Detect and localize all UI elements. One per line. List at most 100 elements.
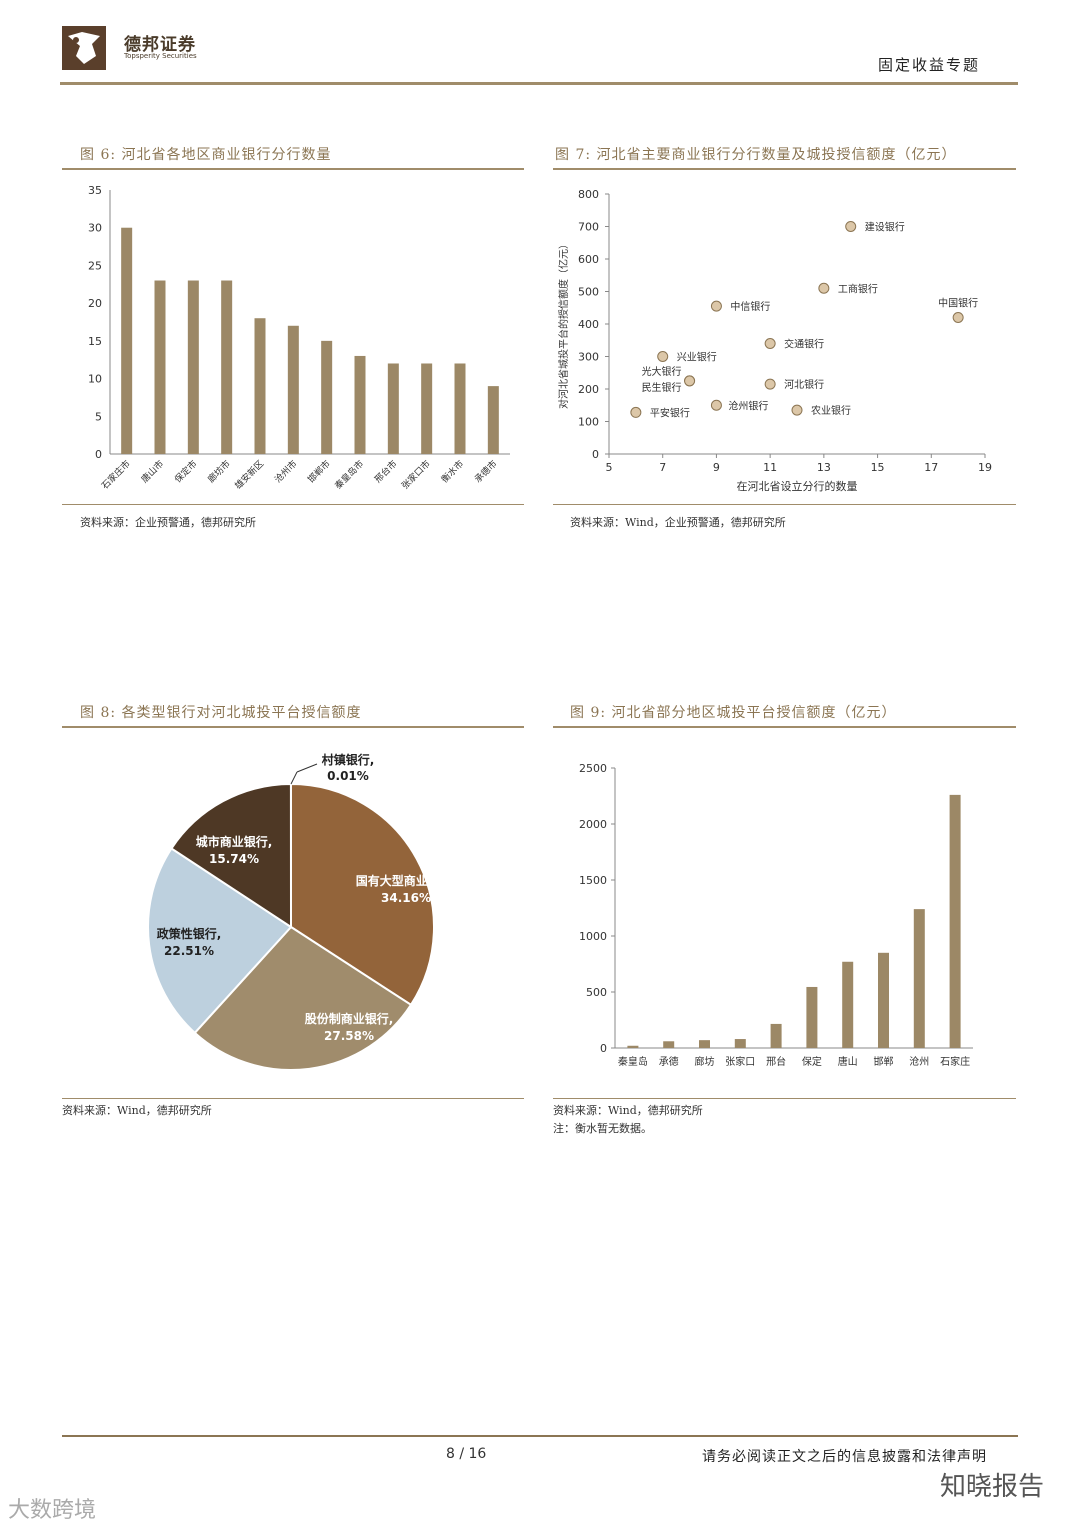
fig9-bar bbox=[842, 961, 854, 1048]
fig7-bottom-rule bbox=[553, 504, 1016, 505]
fig9-title-rule bbox=[553, 726, 1016, 728]
fig6-bar bbox=[321, 340, 333, 454]
fig6-bar bbox=[187, 280, 199, 454]
fig6-x-tick-label: 秦皇岛市 bbox=[332, 458, 366, 492]
fig8-source: 资料来源：Wind，德邦研究所 bbox=[62, 1104, 212, 1117]
fig9-x-tick-label: 承德 bbox=[659, 1055, 679, 1068]
brand-name-en: Topsperity Securities bbox=[124, 52, 197, 60]
fig6-bar bbox=[254, 318, 266, 454]
watermark-left: 大数跨境 bbox=[8, 1498, 97, 1523]
fig8-bottom-rule bbox=[62, 1098, 524, 1099]
fig7-y-tick-label: 800 bbox=[578, 188, 599, 201]
fig6-bar bbox=[487, 386, 499, 454]
fig6-y-tick-label: 5 bbox=[95, 410, 102, 423]
fig6-bar bbox=[287, 325, 299, 454]
topsperity-logo-icon bbox=[62, 26, 106, 70]
fig9-bar bbox=[949, 794, 961, 1048]
fig9-bar bbox=[806, 986, 818, 1048]
fig7-point-label: 交通银行 bbox=[784, 338, 824, 351]
fig6-y-tick-label: 10 bbox=[88, 373, 102, 386]
fig9-y-tick-label: 0 bbox=[600, 1042, 607, 1055]
fig8-slice-value: 0.01% bbox=[327, 769, 369, 783]
fig9-x-tick-label: 石家庄 bbox=[940, 1055, 970, 1068]
fig8-title: 图 8: 各类型银行对河北城投平台授信额度 bbox=[80, 705, 362, 721]
fig8-slice-value: 22.51% bbox=[164, 944, 214, 958]
fig9-bar bbox=[913, 909, 925, 1048]
fig7-point bbox=[764, 338, 776, 349]
fig9-x-tick-label: 张家口 bbox=[725, 1055, 755, 1068]
fig7-y-tick-label: 200 bbox=[578, 383, 599, 396]
fig9-y-tick-label: 500 bbox=[586, 986, 607, 999]
fig7-y-tick-label: 700 bbox=[578, 221, 599, 234]
fig8-slice-value: 15.74% bbox=[209, 852, 259, 866]
fig6-y-tick-label: 25 bbox=[88, 259, 102, 272]
fig9-x-tick-label: 邯郸 bbox=[874, 1055, 894, 1068]
fig8-slice-name: 城市商业银行, bbox=[196, 834, 273, 849]
fig7-x-tick-label: 11 bbox=[763, 461, 777, 474]
fig6-y-tick-label: 20 bbox=[88, 297, 102, 310]
fig7-point bbox=[818, 282, 830, 294]
fig7-y-tick-label: 600 bbox=[578, 253, 599, 266]
fig9-x-tick-label: 廊坊 bbox=[695, 1055, 715, 1068]
fig6-source: 资料来源：企业预警通，德邦研究所 bbox=[80, 516, 256, 529]
fig7-point bbox=[684, 375, 696, 387]
fig6-bar bbox=[154, 280, 166, 454]
fig7-point bbox=[630, 406, 642, 418]
fig7-y-tick-label: 400 bbox=[578, 318, 599, 331]
fig7-y-tick-label: 500 bbox=[578, 286, 599, 299]
fig7-point-label: 中国银行 bbox=[938, 297, 978, 310]
fig7-point bbox=[764, 378, 776, 390]
fig9-x-tick-label: 唐山 bbox=[838, 1055, 858, 1068]
fig7-title-rule bbox=[553, 168, 1016, 170]
fig8-slice bbox=[170, 782, 293, 929]
fig7-x-tick-label: 17 bbox=[924, 461, 938, 474]
fig7-y-tick-label: 300 bbox=[578, 351, 599, 364]
section-label: 固定收益专题 bbox=[877, 56, 980, 74]
watermark-right: 知晓报告 bbox=[939, 1472, 1044, 1502]
fig6-x-tick-label: 邯郸市 bbox=[305, 458, 333, 486]
fig9-x-tick-label: 保定 bbox=[802, 1055, 822, 1068]
fig6-x-tick-label: 邢台市 bbox=[372, 458, 400, 486]
fig7-x-tick-label: 19 bbox=[978, 461, 992, 474]
fig9-bottom-rule bbox=[553, 1098, 1016, 1099]
fig9-y-tick-label: 2500 bbox=[579, 762, 607, 775]
fig6-bar bbox=[454, 363, 466, 454]
fig6-bar bbox=[421, 363, 433, 454]
fig7-point bbox=[791, 404, 803, 416]
fig6-bar bbox=[121, 227, 133, 454]
fig7-point-label: 工商银行 bbox=[838, 282, 878, 295]
fig7-x-tick-label: 9 bbox=[713, 461, 720, 474]
fig7-point bbox=[710, 399, 722, 411]
fig7-point-label: 农业银行 bbox=[811, 404, 851, 417]
fig8-slice bbox=[147, 847, 293, 1035]
fig7-source: 资料来源：Wind，企业预警通，德邦研究所 bbox=[570, 516, 786, 529]
fig9-source: 资料来源：Wind，德邦研究所 bbox=[553, 1104, 703, 1117]
fig6-x-tick-label: 廊坊市 bbox=[205, 458, 233, 486]
fig7-point-label: 光大银行 bbox=[642, 365, 682, 378]
fig6-x-tick-label: 石家庄市 bbox=[99, 458, 133, 492]
fig7-point-label: 民生银行 bbox=[642, 381, 682, 394]
fig7-point bbox=[657, 351, 669, 362]
fig7-x-tick-label: 7 bbox=[659, 461, 666, 474]
fig6-x-tick-label: 张家口市 bbox=[399, 458, 433, 492]
fig8-slice-name: 股份制商业银行, bbox=[305, 1011, 394, 1026]
fig7-y-tick-label: 0 bbox=[592, 448, 599, 461]
fig7-point bbox=[845, 221, 857, 232]
fig6-x-tick-label: 保定市 bbox=[172, 458, 200, 486]
fig7-point-label: 中信银行 bbox=[730, 300, 770, 313]
fig8-slice-name: 政策性银行, bbox=[157, 926, 222, 941]
fig6-title: 图 6: 河北省各地区商业银行分行数量 bbox=[80, 147, 332, 163]
footer-disclaimer: 请务必阅读正文之后的信息披露和法律声明 bbox=[702, 1449, 987, 1465]
fig7-y-tick-label: 100 bbox=[578, 416, 599, 429]
fig7-point-label: 沧州银行 bbox=[728, 399, 768, 412]
fig7-x-tick-label: 13 bbox=[817, 461, 831, 474]
fig6-x-tick-label: 唐山市 bbox=[139, 458, 167, 486]
fig9-bar bbox=[770, 1023, 782, 1048]
fig6-chart: 0 5 10 15 20 25 30 35 石家庄市 唐山市 保定市 廊坊市 雄安新区 沧州市 邯郸市 秦皇岛… bbox=[88, 184, 510, 492]
fig6-x-tick-label: 承德市 bbox=[472, 458, 500, 486]
fig6-x-tick-label: 雄安新区 bbox=[232, 458, 266, 492]
fig9-chart: 0 500 1000 1500 2000 2500 秦皇岛 承德 廊坊 张家口 邢台 保定 唐山 邯郸 沧州… bbox=[579, 762, 973, 1068]
fig9-x-tick-label: 秦皇岛 bbox=[618, 1055, 648, 1068]
fig6-bar bbox=[221, 280, 233, 454]
fig6-y-tick-label: 0 bbox=[95, 448, 102, 461]
